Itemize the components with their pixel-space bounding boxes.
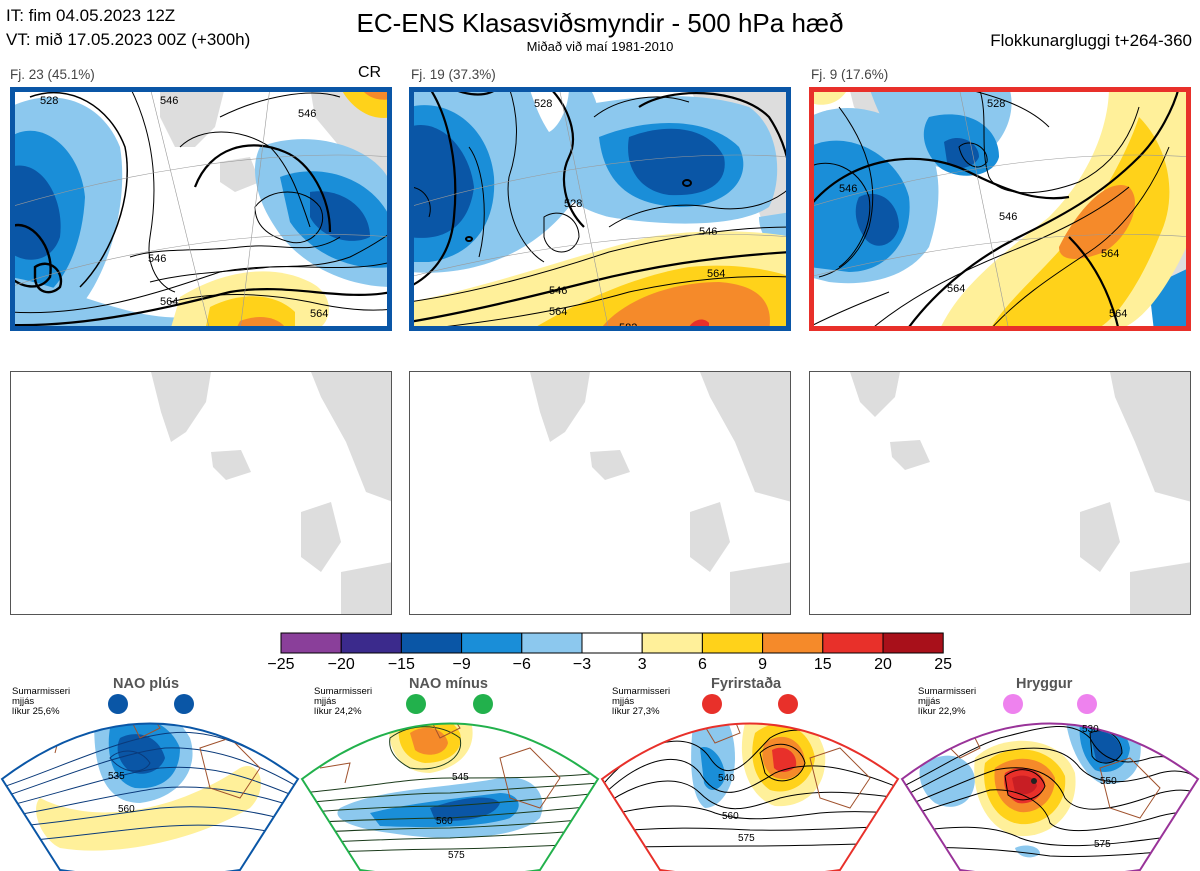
contour-label: 528 bbox=[564, 198, 582, 210]
colorbar-tick-label: −15 bbox=[387, 656, 415, 673]
contour-label: 546 bbox=[148, 253, 166, 265]
run-info: IT: fim 04.05.2023 12Z VT: mið 17.05.202… bbox=[6, 4, 250, 52]
contour-label: 546 bbox=[839, 183, 857, 195]
cluster-2-label: Fj. 19 (37.3%) bbox=[411, 67, 496, 82]
contour-label: 528 bbox=[534, 98, 552, 110]
colorbar-tick-label: 25 bbox=[934, 656, 953, 673]
colorbar-swatch bbox=[822, 632, 884, 654]
regime-nao-plus-name: NAO plús bbox=[113, 676, 180, 692]
colorbar-swatch bbox=[581, 632, 643, 654]
contour-label: 560 bbox=[436, 816, 453, 827]
contour-label: 545 bbox=[452, 772, 469, 783]
classification-window: Flokkunargluggi t+264-360 bbox=[990, 31, 1192, 50]
colorbar-tick-label: 20 bbox=[874, 656, 892, 673]
contour-label: 546 bbox=[549, 285, 567, 297]
colorbar-tick-label: 6 bbox=[697, 656, 707, 673]
contour-label: 575 bbox=[1094, 839, 1111, 850]
contour-label: 546 bbox=[999, 211, 1017, 223]
colorbar-tick-label: −9 bbox=[452, 656, 471, 673]
contour-label: 546 bbox=[298, 108, 316, 120]
contour-label: 550 bbox=[1100, 776, 1117, 787]
colorbar-swatch bbox=[882, 632, 944, 654]
regime-blocking-meta: Sumarmisseri mjjás líkur 27,3% bbox=[612, 686, 671, 717]
contour-label: 582 bbox=[619, 322, 637, 331]
colorbar-swatch bbox=[521, 632, 583, 654]
cluster-1-label: Fj. 23 (45.1%) bbox=[10, 67, 95, 82]
cluster-1-tag: CR bbox=[358, 64, 382, 81]
colorbar-swatch bbox=[400, 632, 463, 654]
regime-ridge: 530 550 575 bbox=[900, 678, 1200, 871]
colorbar bbox=[280, 632, 944, 654]
colorbar-tick-label: 9 bbox=[758, 656, 768, 673]
contour-label: 560 bbox=[118, 804, 135, 815]
colorbar-swatch bbox=[641, 632, 703, 654]
colorbar-tick-label: −25 bbox=[267, 656, 295, 673]
colorbar-tick-label: 15 bbox=[813, 656, 832, 673]
empty-map-1 bbox=[10, 371, 392, 615]
regime-nao-minus-name: NAO mínus bbox=[409, 676, 488, 692]
contour-label: 535 bbox=[108, 771, 125, 782]
colorbar-swatch bbox=[461, 632, 523, 654]
cluster-3-label: Fj. 9 (17.6%) bbox=[811, 67, 889, 82]
cluster-3-map: 528 546 546 564 564 564 bbox=[809, 87, 1191, 331]
contour-label: 560 bbox=[722, 811, 739, 822]
contour-label: 564 bbox=[310, 308, 328, 320]
cluster-2-map: 528 528 546 546 564 564 582 bbox=[409, 87, 791, 331]
empty-map-3 bbox=[809, 371, 1191, 615]
regime-nao-minus: 545 560 575 bbox=[300, 678, 600, 871]
page-title: EC-ENS Klasasviðsmyndir - 500 hPa hæð bbox=[356, 8, 844, 38]
colorbar-tick-label: −20 bbox=[327, 656, 355, 673]
vt-line: VT: mið 17.05.2023 00Z (+300h) bbox=[6, 30, 251, 49]
colorbar-tick-label: −6 bbox=[512, 656, 531, 673]
empty-map-2 bbox=[409, 371, 791, 615]
regime-ridge-name: Hryggur bbox=[1016, 676, 1073, 692]
cluster-1-map: 528 546 546 546 564 564 bbox=[10, 87, 392, 331]
contour-label: 564 bbox=[1109, 308, 1127, 320]
contour-label: 575 bbox=[448, 850, 465, 861]
colorbar-swatch bbox=[701, 632, 764, 654]
colorbar-swatch bbox=[762, 632, 824, 654]
it-line: IT: fim 04.05.2023 12Z bbox=[6, 6, 176, 25]
regime-nao-minus-meta: Sumarmisseri mjjás líkur 24,2% bbox=[314, 686, 373, 717]
regime-nao-plus: 535 560 bbox=[0, 678, 300, 871]
contour-label: 564 bbox=[549, 306, 567, 318]
contour-label: 540 bbox=[718, 773, 735, 784]
contour-label: 575 bbox=[738, 833, 755, 844]
contour-label: 528 bbox=[40, 95, 58, 107]
regime-ridge-meta: Sumarmisseri mjjás líkur 22,9% bbox=[918, 686, 977, 717]
colorbar-swatch bbox=[340, 632, 402, 654]
colorbar-swatch bbox=[280, 632, 342, 654]
contour-label: 564 bbox=[947, 283, 965, 295]
contour-label: 564 bbox=[707, 268, 725, 280]
colorbar-tick-label: 3 bbox=[637, 656, 647, 673]
regime-blocking-name: Fyrirstaða bbox=[711, 676, 782, 692]
colorbar-tick-label: −3 bbox=[572, 656, 592, 673]
contour-label: 546 bbox=[160, 95, 178, 107]
contour-label: 564 bbox=[160, 296, 178, 308]
contour-label: 528 bbox=[987, 98, 1005, 110]
contour-label: 546 bbox=[699, 226, 717, 238]
contour-label: 564 bbox=[1101, 248, 1119, 260]
regime-nao-plus-meta: Sumarmisseri mjjás líkur 25,6% bbox=[12, 686, 71, 717]
contour-label: 530 bbox=[1082, 724, 1099, 735]
regime-blocking: 540 560 575 bbox=[600, 678, 900, 871]
page-subtitle: Miðað við maí 1981-2010 bbox=[526, 39, 674, 54]
